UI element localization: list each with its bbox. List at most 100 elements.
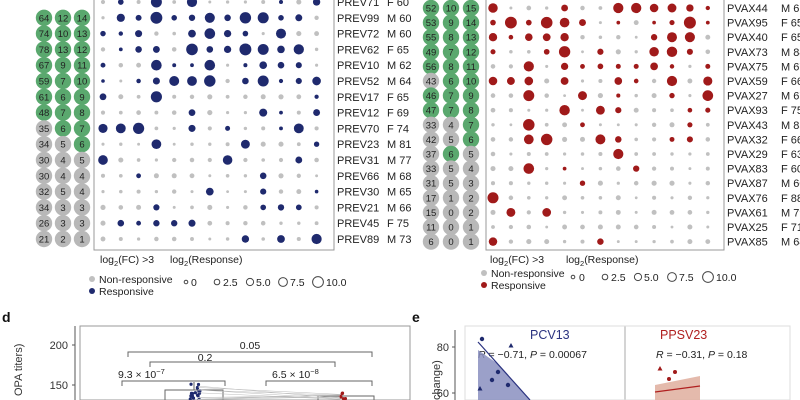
count-value: 4	[79, 171, 84, 182]
dot-mark	[581, 50, 584, 54]
count-value: 6	[60, 124, 65, 135]
row-sex-age-label: M 66	[387, 202, 411, 214]
dot-mark	[506, 207, 516, 217]
row-sex-age-label: M 67	[781, 61, 800, 73]
row-id-label: PVAX43	[727, 120, 768, 132]
count-value: 4	[468, 164, 473, 175]
dot-mark	[634, 50, 638, 54]
left-legend-fc-label: log2(FC) >3	[100, 254, 154, 268]
left-nonresponsive-swatch	[89, 276, 95, 282]
count-circle	[54, 151, 72, 169]
pcv-point	[196, 382, 201, 387]
dot-mark	[226, 190, 230, 194]
dot-mark	[597, 48, 604, 55]
left-responsive-label: Responsive	[99, 286, 154, 298]
dot-mark	[296, 142, 301, 147]
row-id-label: PVAX87	[727, 178, 768, 190]
dot-mark	[257, 75, 269, 87]
dot-mark	[241, 235, 250, 243]
dot-mark	[172, 94, 177, 99]
dot-mark	[187, 76, 197, 86]
dot-mark	[616, 93, 621, 98]
dot-mark	[667, 32, 677, 43]
count-circle	[73, 215, 91, 232]
count-value: 43	[426, 77, 437, 88]
dot-mark	[490, 49, 496, 55]
dot-mark	[666, 46, 678, 58]
count-circle	[442, 131, 460, 148]
count-circle	[54, 9, 72, 27]
count-value: 48	[39, 108, 50, 119]
dot-mark	[117, 0, 124, 5]
dot-mark	[670, 166, 674, 171]
row-sex-age-label: F 71	[781, 222, 800, 234]
dot-mark	[190, 205, 194, 210]
count-value: 10	[446, 4, 457, 15]
count-value: 13	[58, 45, 69, 56]
row-sex-age-label: M 68	[387, 171, 411, 183]
dot-mark	[169, 76, 180, 86]
count-circle	[462, 0, 480, 17]
count-value: 5	[60, 140, 65, 151]
dot-mark	[118, 157, 124, 163]
count-circle	[442, 175, 460, 192]
count-value: 5	[448, 179, 453, 190]
dot-mark	[188, 29, 196, 38]
dot-mark	[684, 32, 695, 43]
row-id-label: PVAX76	[727, 193, 768, 205]
pcv-point	[189, 382, 193, 386]
dot-mark	[207, 126, 212, 131]
row-id-label: PVAX73	[727, 47, 768, 59]
dot-mark	[190, 237, 194, 241]
count-value: 5	[79, 156, 84, 167]
dot-mark	[597, 224, 603, 230]
dot-mark	[313, 141, 320, 147]
row-sex-age-label: F 66	[781, 134, 800, 146]
dot-mark	[204, 75, 216, 87]
count-value: 3	[79, 203, 84, 214]
dot-mark	[562, 136, 568, 142]
count-circle	[462, 87, 480, 104]
count-circle	[35, 120, 53, 137]
pcv-point	[196, 394, 200, 398]
dot-mark	[225, 237, 230, 241]
dot-mark	[208, 174, 212, 178]
dot-mark	[616, 240, 620, 244]
bracket-right	[265, 380, 373, 386]
count-circle	[422, 14, 440, 31]
paired-line	[197, 396, 341, 400]
dot-mark	[562, 239, 567, 244]
dot-mark	[132, 122, 145, 135]
dot-mark	[545, 166, 549, 171]
box-ppsv	[317, 395, 375, 400]
count-value: 49	[426, 47, 437, 58]
dot-mark	[296, 31, 302, 37]
dot-mark	[508, 195, 514, 201]
pcv-point	[189, 394, 193, 398]
dot-mark	[98, 155, 108, 165]
count-circle	[462, 189, 480, 206]
dot-mark	[579, 136, 586, 142]
dot-mark	[295, 77, 302, 85]
count-value: 11	[77, 61, 87, 72]
count-value: 6	[79, 140, 84, 151]
right-size-2.5-label: 2.5	[611, 272, 626, 284]
right-dot-matrix	[487, 2, 714, 246]
count-circle	[54, 88, 72, 106]
dot-mark	[243, 126, 248, 131]
row-id-label: PREV23	[337, 139, 379, 151]
right-size-10	[702, 271, 714, 283]
dot-mark	[651, 122, 657, 127]
dot-mark	[118, 110, 123, 115]
dot-mark	[243, 190, 247, 194]
dot-mark	[526, 239, 532, 245]
dot-mark	[616, 181, 620, 185]
row-id-label: PVAX83	[727, 164, 768, 176]
count-value: 21	[39, 235, 50, 246]
count-circle	[35, 183, 53, 200]
dot-mark	[225, 78, 230, 84]
count-value: 14	[466, 18, 477, 29]
dot-mark	[260, 141, 266, 147]
dot-mark	[650, 34, 658, 41]
count-value: 5	[60, 187, 65, 198]
